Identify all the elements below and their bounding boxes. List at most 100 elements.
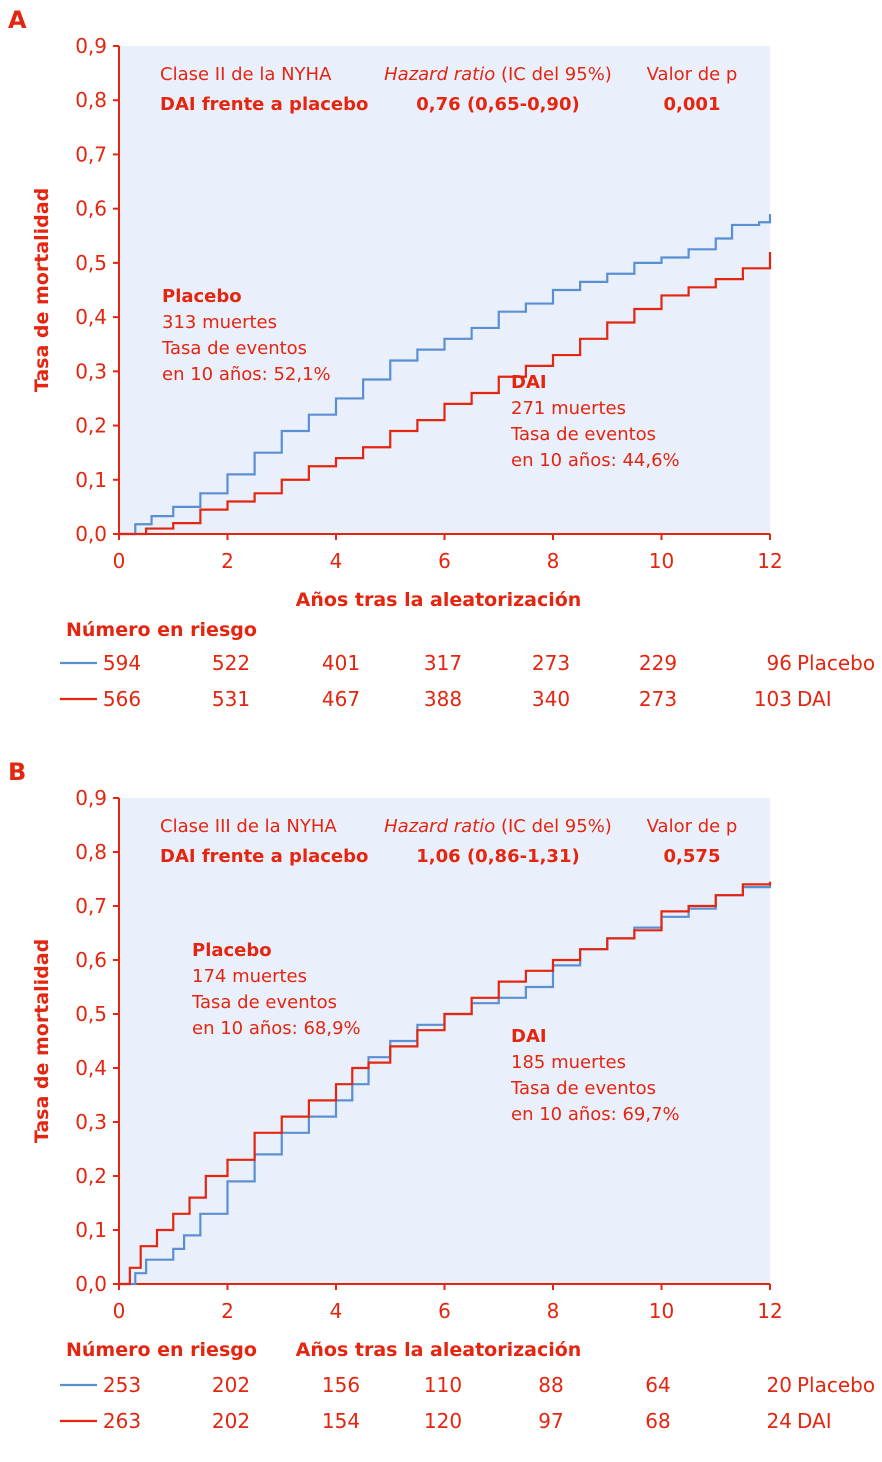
stats-hr-header-rest: (IC del 95%) — [495, 64, 612, 85]
y-tick-label: 0,7 — [75, 894, 107, 918]
y-tick-label: 0,0 — [75, 1272, 107, 1296]
y-tick-label: 0,8 — [75, 88, 107, 112]
risk-table-title: Número en riesgo — [66, 1339, 257, 1361]
risk-value: 20 — [767, 1373, 792, 1397]
risk-row-placebo: 253 202 156 110 88 64 20 Placebo — [60, 1373, 875, 1397]
risk-table-title: Número en riesgo — [66, 619, 257, 641]
stats-p-header: Valor de p — [647, 816, 738, 837]
y-axis-label: Tasa de mortalidad — [31, 188, 53, 392]
stats-p-value: 0,575 — [664, 846, 721, 867]
y-tick-label: 0,2 — [75, 414, 107, 438]
x-tick-label: 6 — [438, 549, 451, 573]
risk-row-name: Placebo — [797, 651, 875, 675]
risk-value: 317 — [424, 651, 462, 675]
y-tick-label: 0,9 — [75, 34, 107, 58]
y-tick-label: 0,1 — [75, 1218, 107, 1242]
x-tick-label: 8 — [547, 1299, 560, 1323]
risk-value: 263 — [103, 1409, 141, 1433]
series-line-dai — [119, 881, 772, 1286]
annotation-line: Tasa de eventos — [510, 424, 656, 445]
risk-value: 88 — [538, 1373, 563, 1397]
risk-value: 64 — [645, 1373, 670, 1397]
series-line-dai — [119, 252, 772, 536]
x-tick-label: 6 — [438, 1299, 451, 1323]
risk-row-placebo: 594 522 401 317 273 229 96 Placebo — [60, 651, 875, 675]
y-tick-label: 0,6 — [75, 948, 107, 972]
risk-value: 24 — [767, 1409, 792, 1433]
annotation-line: en 10 años: 69,7% — [511, 1104, 680, 1125]
risk-value: 531 — [212, 687, 250, 711]
x-tick-label: 8 — [547, 549, 560, 573]
risk-value: 120 — [424, 1409, 462, 1433]
risk-value: 594 — [103, 651, 141, 675]
annotation-title: DAI — [511, 1026, 547, 1047]
annotation-line: Tasa de eventos — [161, 338, 307, 359]
y-tick-label: 0,8 — [75, 840, 107, 864]
risk-row-dai: 566 531 467 388 340 273 103 DAI — [60, 687, 832, 711]
x-tick-label: 12 — [757, 1299, 782, 1323]
y-tick-label: 0,5 — [75, 1002, 107, 1026]
stats-hr-header: Hazard ratio (IC del 95%) — [384, 816, 612, 837]
x-tick-label: 12 — [757, 549, 782, 573]
annotation-line: 313 muertes — [162, 312, 277, 333]
annotation-line: en 10 años: 44,6% — [511, 450, 680, 471]
risk-row-name: Placebo — [797, 1373, 875, 1397]
risk-value: 467 — [322, 687, 360, 711]
risk-value: 202 — [212, 1373, 250, 1397]
risk-value: 273 — [639, 687, 677, 711]
x-axis-label: Años tras la aleatorización — [296, 1339, 582, 1361]
stats-hr-value: 1,06 (0,86-1,31) — [416, 846, 579, 867]
y-tick-label: 0,9 — [75, 786, 107, 810]
annotation-dai: DAI 185 muertes Tasa de eventos en 10 años:… — [510, 1026, 680, 1125]
risk-value: 154 — [322, 1409, 360, 1433]
x-tick-label: 2 — [221, 1299, 234, 1323]
annotation-placebo: Placebo 174 muertes Tasa de eventos en 10 a… — [191, 940, 361, 1039]
stats-hr-header: Hazard ratio (IC del 95%) — [384, 64, 612, 85]
plot-area — [119, 46, 770, 534]
annotation-line: Tasa de eventos — [191, 992, 337, 1013]
risk-row-name: DAI — [797, 687, 832, 711]
stats-comparison: DAI frente a placebo — [160, 846, 368, 867]
x-tick-label: 10 — [649, 549, 674, 573]
panel-label: B — [8, 758, 26, 786]
y-tick-label: 0,1 — [75, 468, 107, 492]
stats-comparison: DAI frente a placebo — [160, 94, 368, 115]
stats-group: Clase III de la NYHA — [160, 816, 337, 837]
annotation-line: 185 muertes — [511, 1052, 626, 1073]
risk-value: 522 — [212, 651, 250, 675]
risk-value: 229 — [639, 651, 677, 675]
annotation-title: Placebo — [162, 286, 242, 307]
risk-value: 202 — [212, 1409, 250, 1433]
annotation-line: 174 muertes — [192, 966, 307, 987]
stats-p-value: 0,001 — [664, 94, 721, 115]
risk-value: 68 — [645, 1409, 670, 1433]
risk-value: 103 — [754, 687, 792, 711]
x-tick-label: 4 — [330, 549, 343, 573]
risk-row-name: DAI — [797, 1409, 832, 1433]
y-tick-label: 0,6 — [75, 197, 107, 221]
risk-row-dai: 263 202 154 120 97 68 24 DAI — [60, 1409, 832, 1433]
panel-label: A — [8, 6, 27, 34]
y-tick-label: 0,7 — [75, 142, 107, 166]
risk-value: 110 — [424, 1373, 462, 1397]
annotation-placebo: Placebo 313 muertes Tasa de eventos en 10 a… — [161, 286, 331, 385]
stats-hr-header-rest: (IC del 95%) — [495, 816, 612, 837]
stats-hr-header-italic: Hazard ratio — [384, 64, 495, 85]
x-tick-label: 10 — [649, 1299, 674, 1323]
risk-value: 388 — [424, 687, 462, 711]
annotation-title: DAI — [511, 372, 547, 393]
y-tick-label: 0,4 — [75, 305, 107, 329]
y-tick-label: 0,0 — [75, 522, 107, 546]
y-tick-label: 0,5 — [75, 251, 107, 275]
risk-value: 156 — [322, 1373, 360, 1397]
x-tick-label: 0 — [113, 1299, 126, 1323]
annotation-line: Tasa de eventos — [510, 1078, 656, 1099]
chart-panel-b: B0,00,10,20,30,40,50,60,70,80,90 2 4 6 8 10 12… — [8, 758, 875, 1433]
risk-value: 401 — [322, 651, 360, 675]
annotation-dai: DAI 271 muertes Tasa de eventos en 10 años:… — [510, 372, 680, 471]
risk-value: 96 — [767, 651, 792, 675]
stats-group: Clase II de la NYHA — [160, 64, 332, 85]
y-axis-label: Tasa de mortalidad — [31, 939, 53, 1143]
chart-panel-a: A 0,0 0,1 0,2 0,3 0,4 0,5 0,6 0,7 0,8 0,9 0 2 4 6 8 10 12… — [8, 6, 875, 711]
